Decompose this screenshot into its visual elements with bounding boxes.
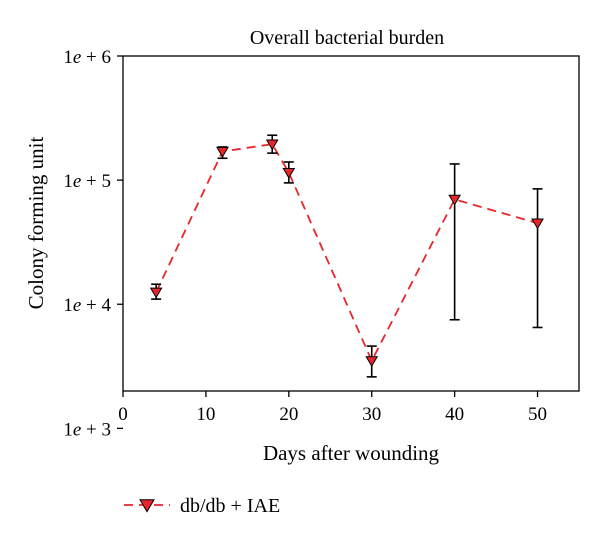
y-tick-label-1: 1e + 4: [63, 295, 111, 316]
x-tick-label-20: 20: [279, 404, 298, 425]
data-point-1: [216, 146, 229, 158]
x-tick-label-10: 10: [196, 404, 215, 425]
data-point-5: [448, 194, 462, 206]
data-point-0: [149, 287, 163, 299]
data-point-6: [531, 218, 544, 230]
data-point-3: [282, 167, 296, 179]
y-tick-label-3: 1e + 6: [63, 47, 111, 68]
x-axis-title: Days after wounding: [263, 441, 440, 465]
legend-marker: [139, 499, 155, 513]
x-tick-label-50: 50: [528, 404, 547, 425]
x-tick-label-0: 0: [118, 404, 128, 425]
legend: db/db + IAE: [124, 495, 280, 517]
series-layer: [149, 134, 544, 378]
y-tick-label-2: 1e + 5: [63, 171, 111, 192]
plot-frame: [122, 55, 580, 392]
data-point-2: [265, 139, 279, 151]
x-tick-label-40: 40: [445, 404, 464, 425]
x-tick-label-30: 30: [362, 404, 381, 425]
x-axis: 0 10 20 30 40 50: [118, 391, 547, 425]
data-point-4: [365, 356, 379, 368]
chart-title: Overall bacterial burden: [250, 27, 444, 49]
y-axis: 1e + 3 1e + 4 1e + 5 1e + 6: [63, 47, 123, 440]
legend-label: db/db + IAE: [180, 495, 280, 517]
y-tick-label-0: 1e + 3: [63, 419, 111, 440]
series-line-0: [155, 143, 538, 363]
y-axis-title: Colony forming unit: [24, 137, 48, 310]
